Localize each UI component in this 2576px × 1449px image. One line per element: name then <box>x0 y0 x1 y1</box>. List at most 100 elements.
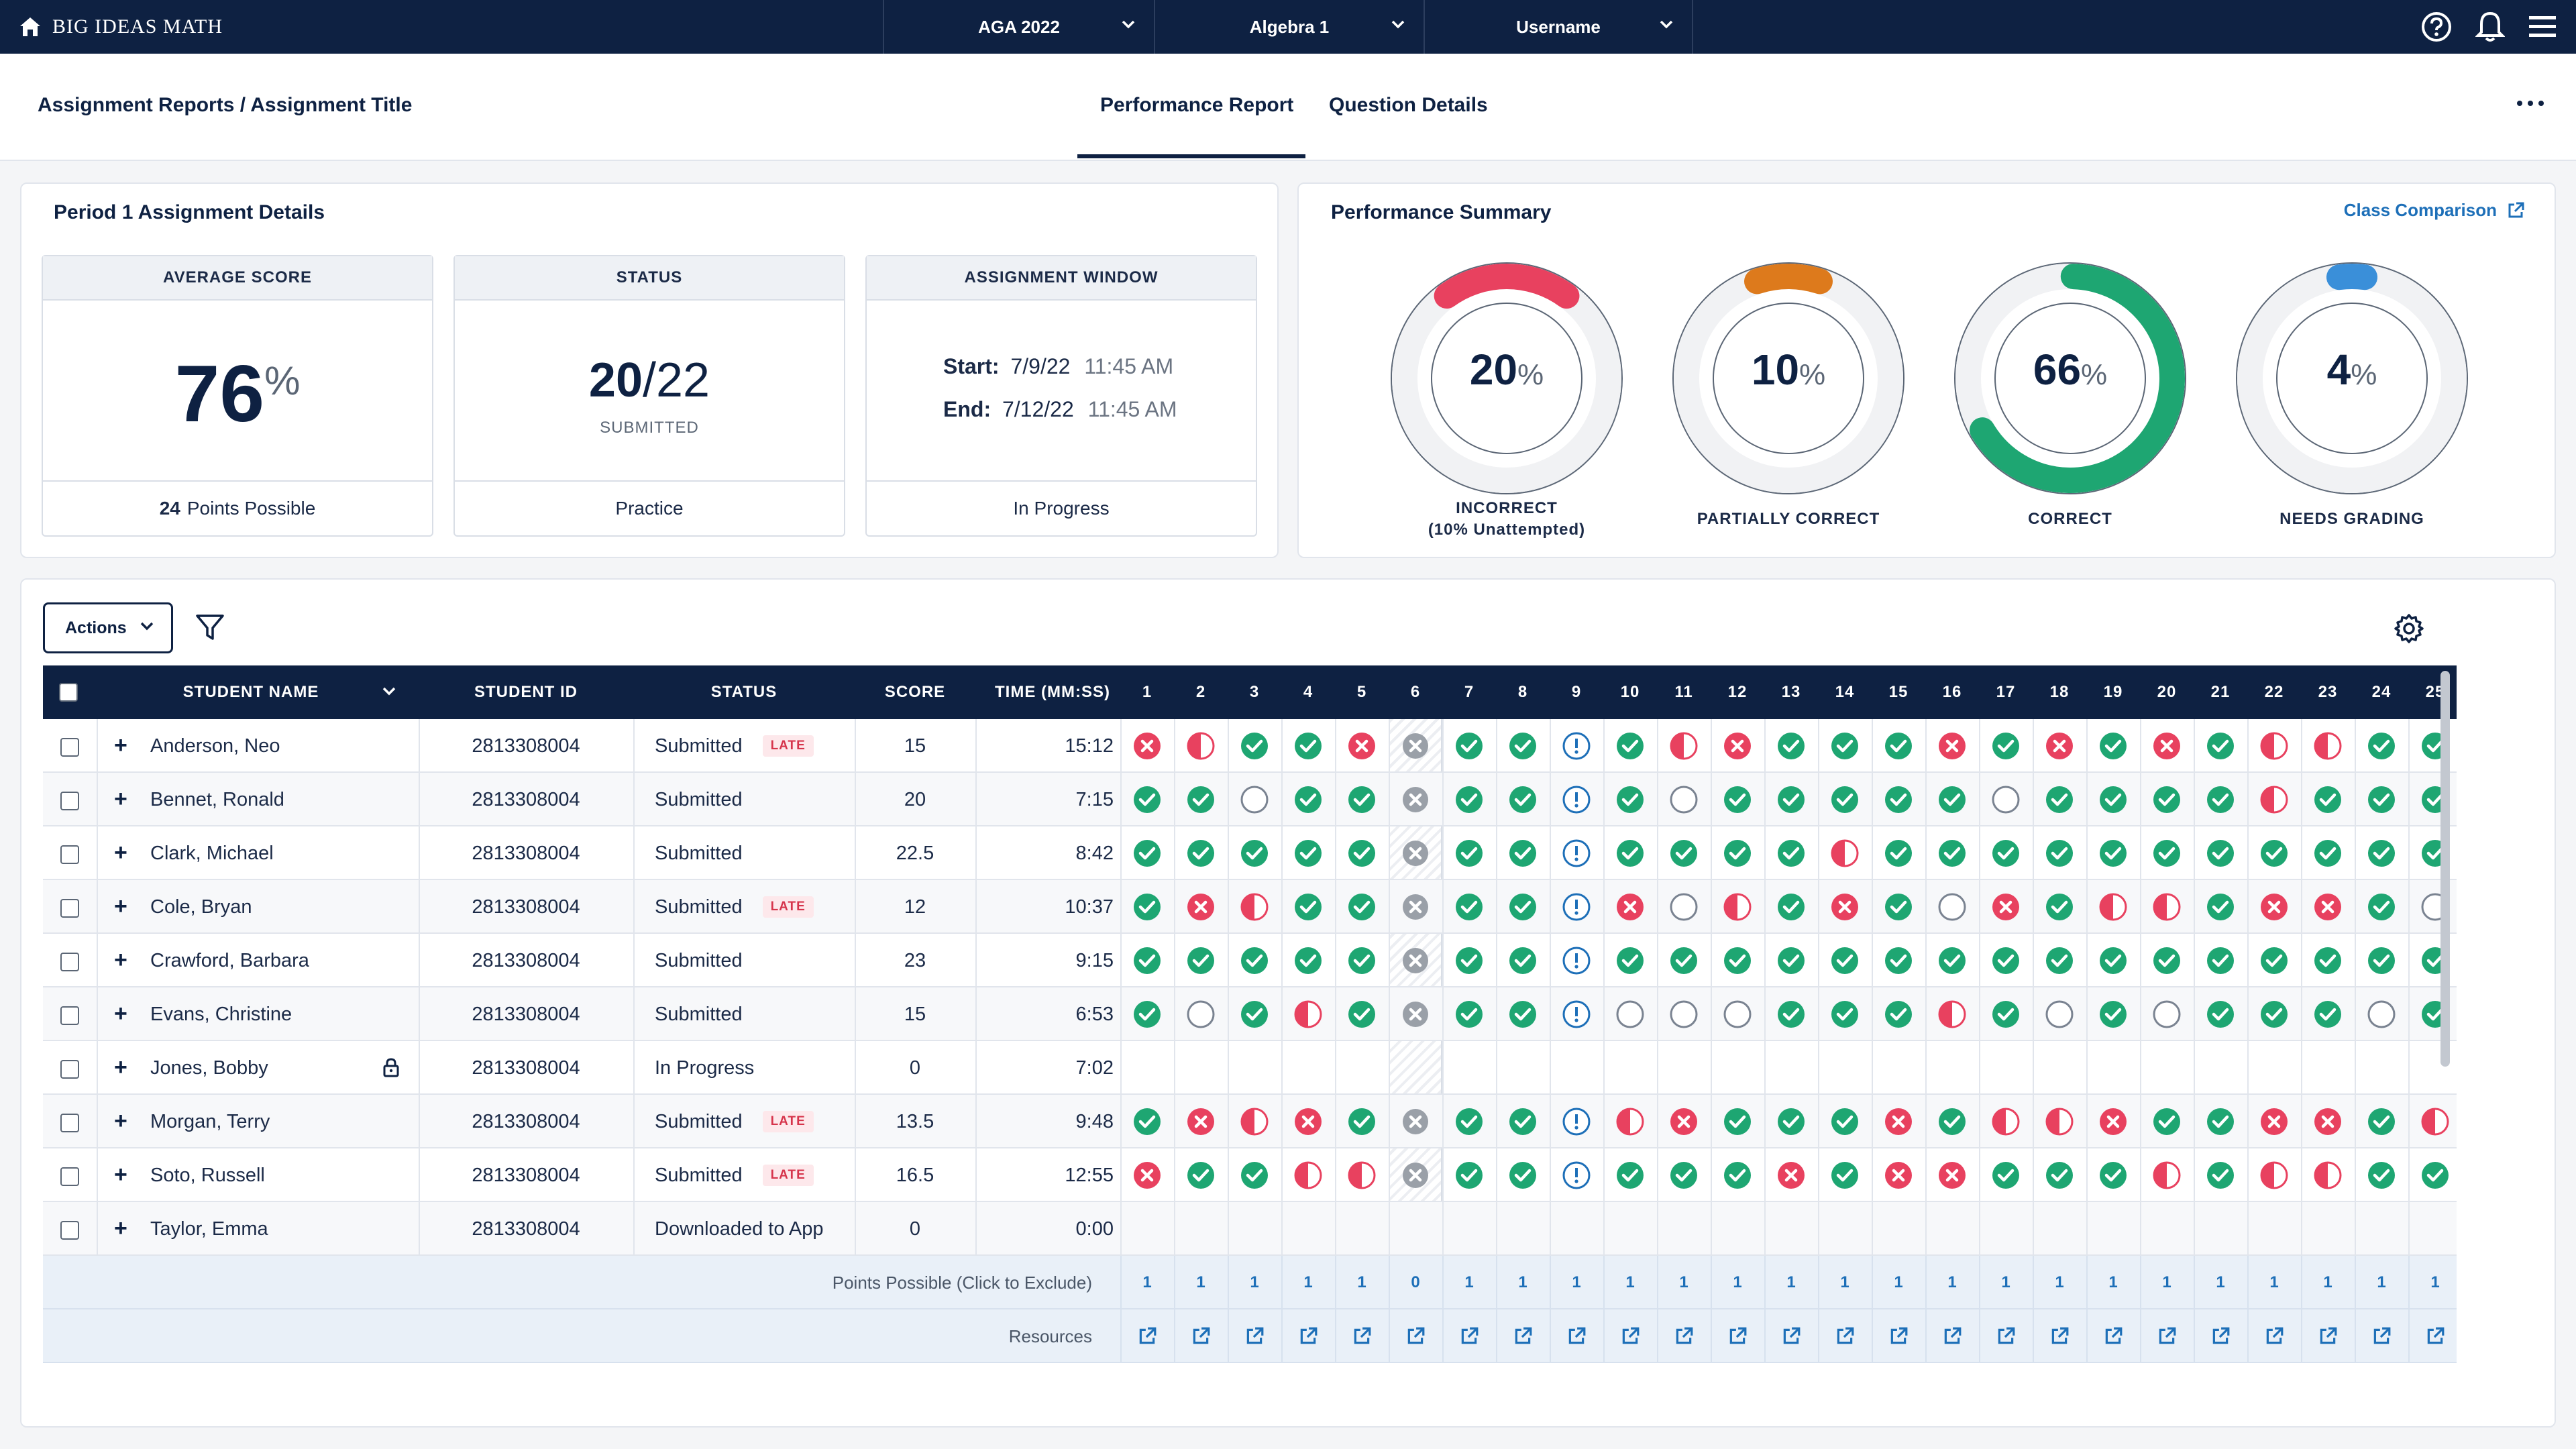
student-name[interactable]: Cole, Bryan <box>150 896 252 918</box>
chevron-down-icon[interactable] <box>382 687 396 696</box>
column-question-12[interactable]: 12 <box>1727 683 1748 701</box>
partially-correct-icon[interactable] <box>2259 1161 2289 1190</box>
external-link-icon[interactable] <box>1244 1326 1265 1346</box>
excluded-icon[interactable] <box>1401 785 1430 814</box>
external-link-icon[interactable] <box>1835 1326 1855 1346</box>
correct-icon[interactable] <box>1186 946 1216 975</box>
points-toggle[interactable]: 1 <box>1679 1273 1688 1291</box>
points-toggle[interactable]: 1 <box>2001 1273 2010 1291</box>
column-question-7[interactable]: 7 <box>1464 683 1474 701</box>
row-checkbox[interactable] <box>60 899 79 918</box>
partially-correct-icon[interactable] <box>1293 1000 1323 1029</box>
column-question-8[interactable]: 8 <box>1517 683 1528 701</box>
incorrect-icon[interactable] <box>2098 1107 2128 1136</box>
partially-correct-icon[interactable] <box>2313 1161 2343 1190</box>
partially-correct-icon[interactable] <box>2259 731 2289 761</box>
correct-icon[interactable] <box>1132 839 1162 868</box>
column-question-22[interactable]: 22 <box>2264 683 2284 701</box>
points-toggle[interactable]: 1 <box>2323 1273 2332 1291</box>
points-toggle[interactable]: 1 <box>1894 1273 1903 1291</box>
incorrect-icon[interactable] <box>1293 1107 1323 1136</box>
column-question-15[interactable]: 15 <box>1888 683 1909 701</box>
incorrect-icon[interactable] <box>1884 1161 1913 1190</box>
correct-icon[interactable] <box>1240 1161 1269 1190</box>
correct-icon[interactable] <box>1615 946 1645 975</box>
points-toggle[interactable]: 1 <box>2269 1273 2279 1291</box>
correct-icon[interactable] <box>1454 1161 1484 1190</box>
partially-correct-icon[interactable] <box>1240 892 1269 922</box>
incorrect-icon[interactable] <box>1830 892 1860 922</box>
student-name[interactable]: Soto, Russell <box>150 1165 265 1186</box>
column-question-20[interactable]: 20 <box>2157 683 2177 701</box>
incorrect-icon[interactable] <box>2313 1107 2343 1136</box>
table-row[interactable]: + Soto, Russell 2813308004 Submitted LATE 16.… <box>43 1148 2457 1202</box>
incorrect-icon[interactable] <box>1132 1161 1162 1190</box>
incorrect-icon[interactable] <box>2313 892 2343 922</box>
correct-icon[interactable] <box>2045 1161 2074 1190</box>
correct-icon[interactable] <box>1669 946 1699 975</box>
partially-correct-icon[interactable] <box>1240 1107 1269 1136</box>
correct-icon[interactable] <box>2206 892 2235 922</box>
external-link-icon[interactable] <box>1566 1326 1587 1346</box>
correct-icon[interactable] <box>1991 946 2021 975</box>
correct-icon[interactable] <box>1615 785 1645 814</box>
incorrect-icon[interactable] <box>2152 731 2182 761</box>
expand-row-button[interactable]: + <box>114 840 127 865</box>
expand-row-button[interactable]: + <box>114 1001 127 1026</box>
external-link-icon[interactable] <box>1352 1326 1372 1346</box>
external-link-icon[interactable] <box>1888 1326 1909 1346</box>
correct-icon[interactable] <box>1508 839 1538 868</box>
unattempted-icon[interactable] <box>2367 1000 2396 1029</box>
correct-icon[interactable] <box>2313 839 2343 868</box>
external-link-icon[interactable] <box>1620 1326 1640 1346</box>
column-question-1[interactable]: 1 <box>1142 683 1152 701</box>
table-row[interactable]: + Crawford, Barbara 2813308004 Submitted 23 9… <box>43 934 2457 987</box>
incorrect-icon[interactable] <box>1669 1107 1699 1136</box>
correct-icon[interactable] <box>1615 1161 1645 1190</box>
correct-icon[interactable] <box>1723 946 1752 975</box>
correct-icon[interactable] <box>1830 731 1860 761</box>
partially-correct-icon[interactable] <box>2098 892 2128 922</box>
correct-icon[interactable] <box>2259 1000 2289 1029</box>
partially-correct-icon[interactable] <box>1669 731 1699 761</box>
column-question-14[interactable]: 14 <box>1835 683 1855 701</box>
partially-correct-icon[interactable] <box>1723 892 1752 922</box>
course-dropdown[interactable]: Algebra 1 <box>1154 0 1424 54</box>
points-toggle[interactable]: 1 <box>1250 1273 1259 1291</box>
points-toggle[interactable]: 1 <box>1464 1273 1474 1291</box>
table-row[interactable]: + Clark, Michael 2813308004 Submitted 22.5 8:… <box>43 826 2457 880</box>
table-scrollbar[interactable] <box>2440 671 2450 1067</box>
row-checkbox[interactable] <box>60 1006 79 1025</box>
correct-icon[interactable] <box>1132 1107 1162 1136</box>
correct-icon[interactable] <box>2367 731 2396 761</box>
table-row[interactable]: + Evans, Christine 2813308004 Submitted 15 6:… <box>43 987 2457 1041</box>
unattempted-icon[interactable] <box>1240 785 1269 814</box>
correct-icon[interactable] <box>2098 731 2128 761</box>
correct-icon[interactable] <box>1830 1000 1860 1029</box>
incorrect-icon[interactable] <box>1991 892 2021 922</box>
incorrect-icon[interactable] <box>1186 892 1216 922</box>
incorrect-icon[interactable] <box>2259 1107 2289 1136</box>
correct-icon[interactable] <box>2206 1161 2235 1190</box>
excluded-icon[interactable] <box>1401 1107 1430 1136</box>
correct-icon[interactable] <box>1723 1161 1752 1190</box>
correct-icon[interactable] <box>1776 1107 1806 1136</box>
correct-icon[interactable] <box>1776 892 1806 922</box>
partially-correct-icon[interactable] <box>2420 1107 2450 1136</box>
excluded-icon[interactable] <box>1401 839 1430 868</box>
row-checkbox[interactable] <box>60 738 79 757</box>
points-toggle[interactable]: 1 <box>1518 1273 1527 1291</box>
unattempted-icon[interactable] <box>1669 1000 1699 1029</box>
correct-icon[interactable] <box>2313 946 2343 975</box>
points-toggle[interactable]: 1 <box>1786 1273 1796 1291</box>
incorrect-icon[interactable] <box>1937 1161 1967 1190</box>
unattempted-icon[interactable] <box>1615 1000 1645 1029</box>
correct-icon[interactable] <box>1293 892 1323 922</box>
correct-icon[interactable] <box>1186 1161 1216 1190</box>
external-link-icon[interactable] <box>1513 1326 1533 1346</box>
correct-icon[interactable] <box>2206 1107 2235 1136</box>
table-row[interactable]: + Anderson, Neo 2813308004 Submitted LATE 15 1… <box>43 719 2457 773</box>
student-name[interactable]: Crawford, Barbara <box>150 950 309 971</box>
external-link-icon[interactable] <box>1405 1326 1426 1346</box>
excluded-icon[interactable] <box>1401 892 1430 922</box>
